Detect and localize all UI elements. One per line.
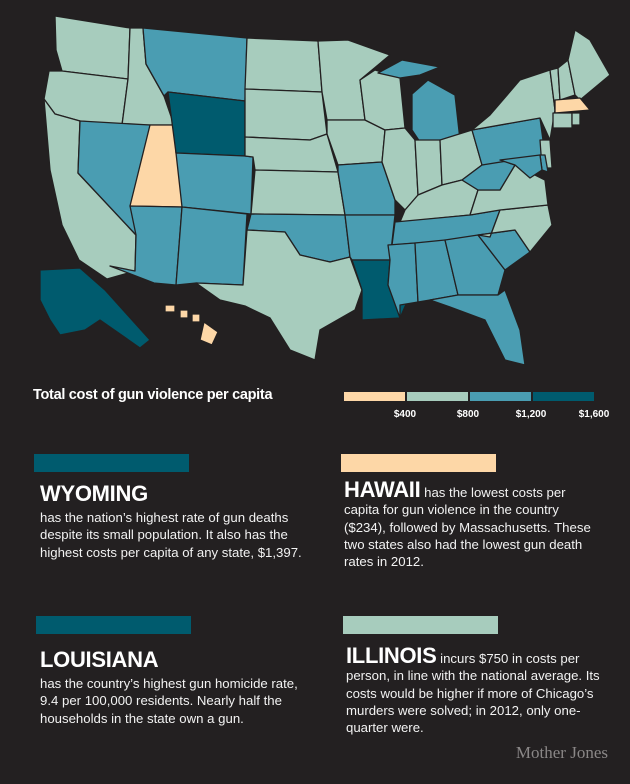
- state-md: [499, 154, 543, 179]
- louisiana-text: has the country’s highest gun homicide r…: [40, 676, 298, 726]
- wyoming-text: has the nation’s highest rate of gun dea…: [40, 510, 302, 560]
- legend-swatch: [407, 392, 468, 401]
- state-co: [175, 152, 254, 215]
- state-ia: [326, 119, 386, 166]
- legend-tick: $1,200: [515, 409, 547, 420]
- state-ne: [244, 133, 339, 173]
- louisiana-swatch: [36, 616, 191, 634]
- wyoming-swatch: [34, 454, 189, 472]
- illinois-title: ILLINOIS: [346, 643, 437, 668]
- mother-jones-logo: Mother Jones: [515, 743, 608, 762]
- wyoming-callout: WYOMING has the nation’s highest rate of…: [40, 481, 310, 561]
- state-nd: [244, 37, 323, 93]
- state-ma: [554, 97, 591, 114]
- state-wi: [359, 69, 406, 131]
- wyoming-title: WYOMING: [40, 481, 148, 506]
- state-ak: [39, 267, 151, 349]
- state-ct: [552, 112, 573, 129]
- legend-tick: $800: [456, 409, 480, 420]
- illinois-callout: ILLINOIS incurs $750 in costs per person…: [346, 645, 608, 736]
- state-sd: [244, 88, 328, 141]
- hawaii-callout: HAWAII has the lowest costs per capita f…: [344, 479, 596, 570]
- hawaii-title: HAWAII: [344, 477, 421, 502]
- hawaii-text: has the lowest costs per capita for gun …: [344, 485, 591, 570]
- hawaii-swatch: [341, 454, 496, 472]
- legend-swatch: [533, 392, 594, 401]
- state-ga: [444, 234, 506, 296]
- legend-swatch: [344, 392, 405, 401]
- state-wy: [167, 91, 246, 157]
- state-nm: [175, 206, 248, 286]
- legend-tick: $400: [393, 409, 417, 420]
- illinois-swatch: [343, 616, 498, 634]
- state-wa: [54, 15, 131, 80]
- state-me: [567, 29, 611, 101]
- state-ar: [344, 214, 396, 261]
- state-ri: [571, 112, 581, 126]
- legend-tick: $1,600: [578, 409, 610, 420]
- illinois-text: incurs $750 in costs per person, in line…: [346, 651, 600, 736]
- louisiana-title: LOUISIANA: [40, 647, 159, 672]
- louisiana-callout: LOUISIANA has the country’s highest gun …: [40, 647, 318, 727]
- legend-swatch: [470, 392, 531, 401]
- us-choropleth-map: [39, 15, 611, 366]
- state-hi: [164, 304, 219, 346]
- legend-title: Total cost of gun violence per capita: [33, 387, 273, 403]
- state-tx: [195, 229, 363, 361]
- state-fl: [429, 289, 526, 366]
- state-ks: [250, 169, 346, 216]
